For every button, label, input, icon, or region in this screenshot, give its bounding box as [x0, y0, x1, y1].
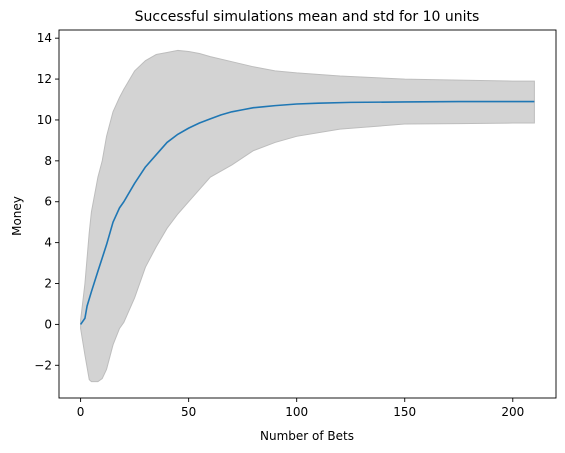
std-band — [80, 49, 535, 383]
x-tick-label: 50 — [181, 405, 196, 419]
y-tick-label: 2 — [44, 277, 52, 291]
x-axis-label: Number of Bets — [260, 429, 354, 443]
y-tick-label: 0 — [44, 317, 52, 331]
plot-area — [79, 49, 535, 383]
y-tick-label: 4 — [44, 236, 52, 250]
x-tick-label: 0 — [77, 405, 85, 419]
y-tick-label: 14 — [37, 31, 52, 45]
mean-line — [79, 100, 535, 325]
x-tick-label: 200 — [501, 405, 524, 419]
axes: 0 50 100 150 200 −2 0 2 4 6 8 10 12 14 — [34, 29, 557, 419]
chart-title: Successful simulations mean and std for … — [135, 9, 480, 25]
y-tick-label: 6 — [44, 195, 52, 209]
x-tick-label: 150 — [393, 405, 416, 419]
y-tick-label: 8 — [44, 154, 52, 168]
axes-frame — [58, 29, 557, 399]
y-axis-label: Money — [10, 196, 24, 236]
x-tick-label: 100 — [285, 405, 308, 419]
y-tick-label: −2 — [34, 358, 52, 372]
y-tick-label: 12 — [37, 72, 52, 86]
y-tick-label: 10 — [37, 113, 52, 127]
